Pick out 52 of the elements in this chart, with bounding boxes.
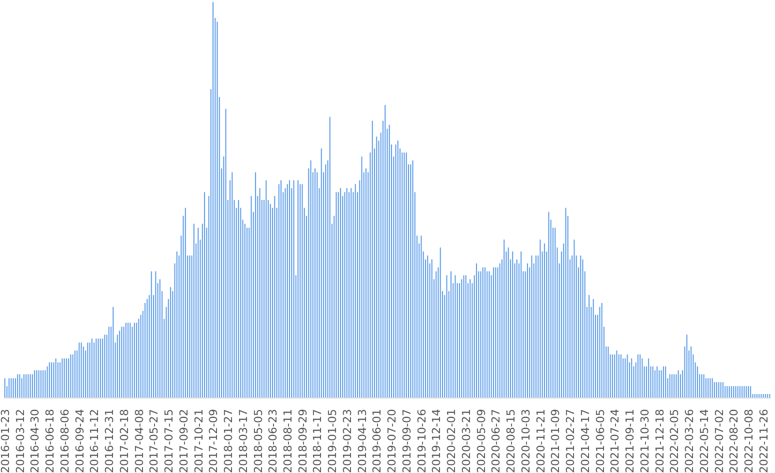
x-tick-label: 2019-02-23 — [340, 409, 354, 473]
x-tick-label: 2019-07-20 — [386, 409, 399, 473]
x-tick-label: 2018-09-29 — [296, 409, 310, 473]
x-tick-label: 2021-10-30 — [638, 409, 652, 473]
x-tick-label: 2019-12-14 — [430, 409, 444, 473]
x-tick-label: 2022-08-20 — [728, 409, 741, 473]
x-tick-label: 2019-06-01 — [370, 409, 384, 473]
x-tick-label: 2021-01-09 — [549, 409, 562, 473]
x-tick-label: 2017-02-18 — [118, 409, 131, 473]
x-tick-label: 2016-06-18 — [44, 409, 57, 473]
x-tick-label: 2019-10-26 — [415, 409, 428, 473]
x-tick-label: 2018-11-17 — [311, 409, 324, 473]
x-tick-label: 2016-11-12 — [88, 409, 102, 473]
x-tick-label: 2017-07-15 — [162, 409, 176, 473]
x-tick-label: 2021-07-24 — [608, 409, 622, 473]
x-tick-label: 2018-06-23 — [266, 409, 280, 473]
x-tick-label: 2016-03-12 — [14, 409, 27, 473]
x-tick-label: 2016-04-30 — [28, 409, 42, 473]
x-tick-label: 2021-02-27 — [564, 409, 578, 473]
x-tick-label: 2019-04-13 — [356, 409, 369, 473]
x-tick-label: 2022-10-08 — [742, 409, 756, 473]
x-tick-label: 2017-04-08 — [132, 409, 146, 473]
x-tick-label: 2017-09-02 — [177, 409, 190, 473]
x-tick-label: 2017-05-27 — [148, 409, 161, 473]
x-tick-label: 2022-11-26 — [757, 409, 770, 473]
x-tick-label: 2020-03-21 — [460, 409, 473, 473]
x-tick-label: 2020-11-21 — [534, 409, 548, 473]
x-tick-label: 2016-08-06 — [58, 409, 72, 473]
x-tick-label: 2022-02-05 — [668, 409, 682, 473]
x-tick-label: 2017-12-09 — [207, 409, 220, 473]
x-tick-label: 2020-05-09 — [474, 409, 488, 473]
x-tick-label: 2021-09-11 — [624, 409, 637, 473]
x-tick-label: 2020-10-03 — [519, 409, 532, 473]
x-tick-label: 2020-08-15 — [504, 409, 518, 473]
x-tick-label: 2021-12-18 — [653, 409, 666, 473]
x-tick-label: 2016-12-31 — [103, 409, 116, 473]
x-tick-label: 2019-01-05 — [326, 409, 340, 473]
x-tick-label: 2022-03-26 — [683, 409, 696, 473]
x-tick-label: 2020-02-01 — [445, 409, 458, 473]
x-tick-label: 2018-05-05 — [252, 409, 265, 473]
x-tick-label: 2018-08-11 — [281, 409, 294, 473]
x-tick-label: 2017-10-21 — [192, 409, 206, 473]
x-tick-label: 2021-06-05 — [594, 409, 607, 473]
x-tick-label: 2020-06-27 — [490, 409, 503, 473]
x-tick-label: 2022-05-14 — [698, 409, 711, 473]
x-tick-label: 2016-01-23 — [0, 409, 12, 473]
x-tick-label: 2019-09-07 — [400, 409, 414, 473]
x-tick-label: 2016-09-24 — [73, 409, 86, 473]
x-tick-label: 2022-07-02 — [712, 409, 726, 473]
x-tick-label: 2021-04-17 — [578, 409, 592, 473]
x-tick-label: 2018-01-27 — [222, 409, 235, 473]
x-tick-label: 2018-03-17 — [236, 409, 250, 473]
